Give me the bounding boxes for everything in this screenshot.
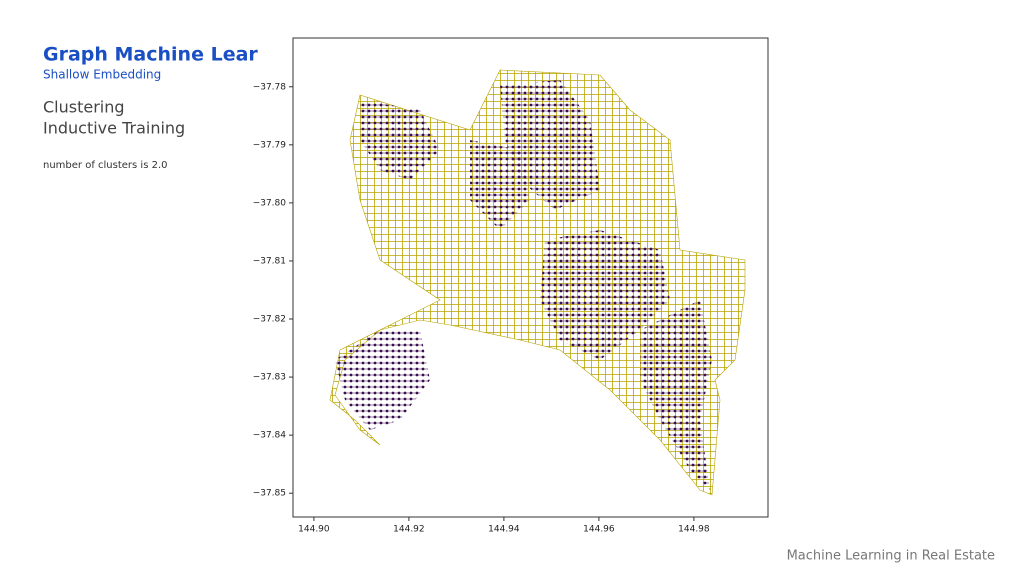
x-tick-label: 144.92 [393,525,425,535]
x-tick-label: 144.94 [488,525,520,535]
heading: Inductive Training [43,119,185,138]
y-tick-label: −37.83 [253,373,286,383]
y-tick-label: −37.80 [253,198,287,208]
footer: Machine Learning in Real Estate [787,549,995,564]
y-tick-label: −37.84 [253,431,287,441]
y-tick-label: −37.81 [253,256,286,266]
slide-subtitle: Shallow Embedding [43,68,161,82]
heading: Clustering [43,98,125,117]
y-tick-label: −37.85 [253,489,286,499]
note: number of clusters is 2.0 [43,160,168,171]
x-tick-label: 144.98 [678,525,710,535]
x-tick-label: 144.96 [583,525,615,535]
x-tick-label: 144.90 [298,525,330,535]
slide-title: Graph Machine Lear [43,44,258,66]
y-tick-label: −37.82 [253,315,286,325]
network-drawing [329,69,746,496]
plot-frame [292,37,769,518]
y-tick-label: −37.79 [253,140,287,150]
y-tick-label: −37.78 [253,82,287,92]
